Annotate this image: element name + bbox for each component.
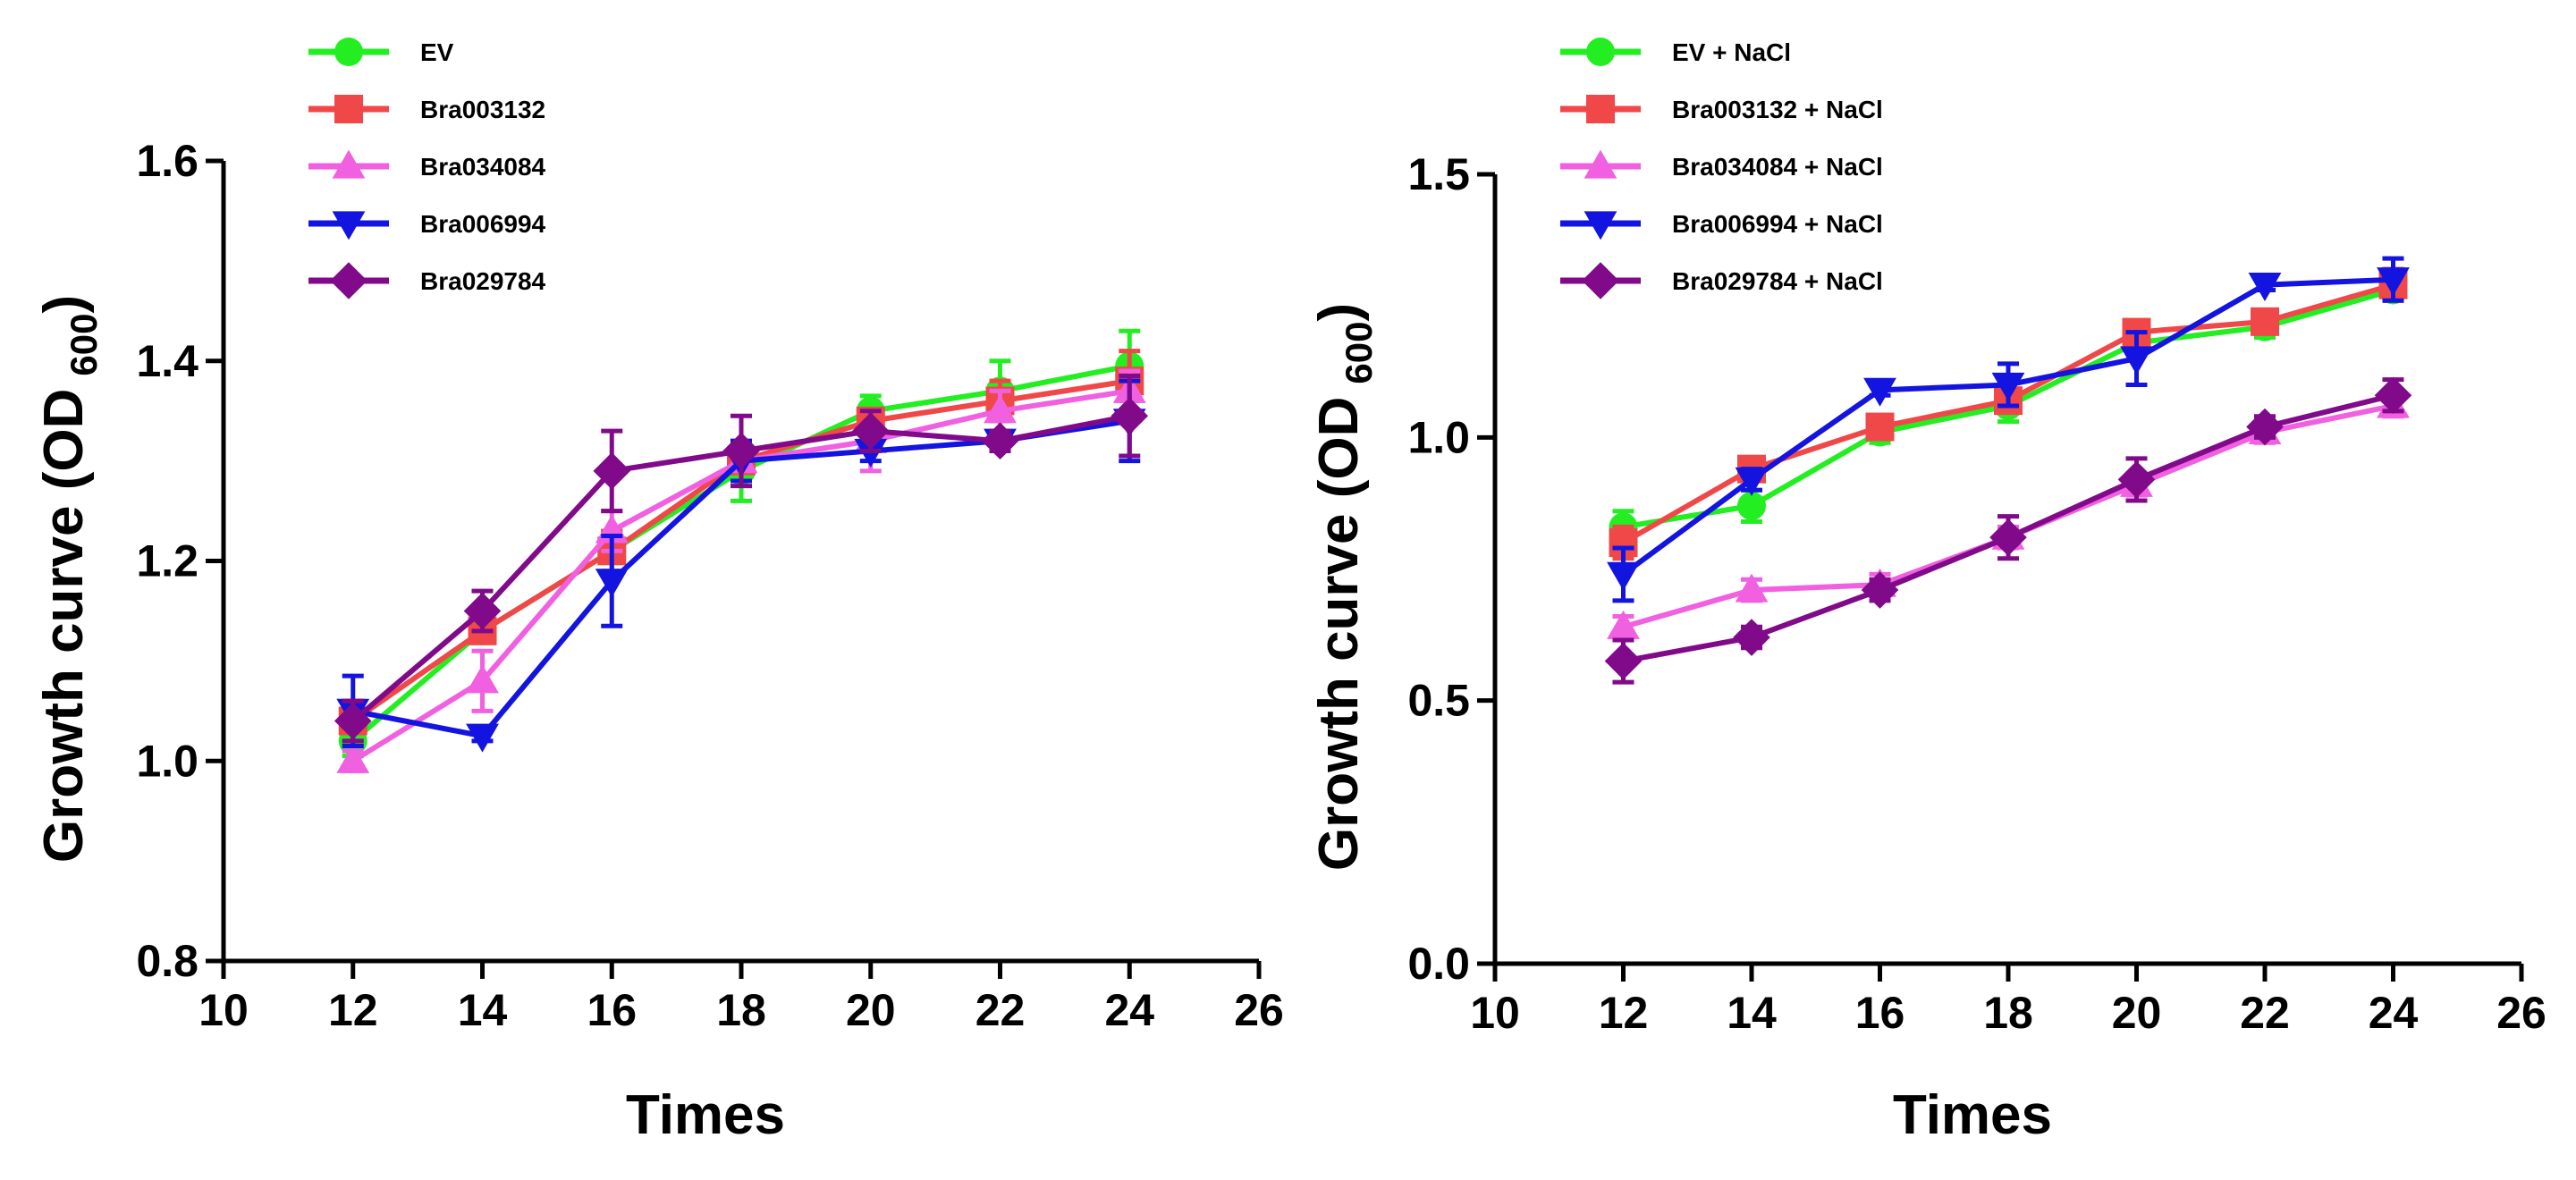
x-tick-label: 22 — [2240, 988, 2290, 1038]
x-tick-label: 24 — [2369, 988, 2419, 1038]
data-point — [466, 723, 499, 753]
y-axis-title-subscript: 600 — [63, 314, 105, 376]
legend-swatch-marker — [1584, 211, 1617, 240]
x-tick-label: 26 — [1234, 985, 1284, 1035]
data-point — [1733, 619, 1770, 656]
legend-swatch-marker — [334, 95, 363, 123]
data-point — [2377, 267, 2410, 297]
y-tick-label: 1.5 — [1407, 149, 1470, 199]
x-axis-title: Times — [626, 1084, 785, 1146]
x-tick-label: 22 — [976, 985, 1026, 1035]
y-tick-label: 0.8 — [136, 936, 198, 986]
data-point — [1991, 372, 2025, 401]
data-point — [1863, 377, 1896, 407]
x-tick-label: 12 — [328, 985, 378, 1035]
x-tick-label: 24 — [1104, 985, 1154, 1035]
legend-label: EV + NaCl — [1672, 38, 1791, 66]
data-point — [1737, 491, 1766, 520]
data-point — [981, 422, 1019, 460]
data-point — [1607, 561, 1640, 591]
y-tick-label: 1.0 — [136, 736, 198, 786]
data-point — [595, 569, 629, 598]
legend-label: Bra006994 — [420, 210, 546, 238]
x-tick-label: 16 — [587, 985, 637, 1035]
x-tick-label: 10 — [198, 985, 249, 1035]
data-point — [334, 702, 372, 740]
legend-swatch-marker — [332, 211, 366, 240]
legend-label: Bra003132 + NaCl — [1672, 96, 1883, 123]
series-bra029784 — [334, 374, 1149, 744]
legend-label: Bra029784 — [420, 267, 546, 295]
y-tick-label: 1.0 — [1407, 412, 1470, 462]
y-tick-label: 1.4 — [136, 336, 198, 386]
legend-label: Bra029784 + NaCl — [1672, 267, 1883, 295]
y-axis-title-close-paren: ) — [1308, 303, 1370, 322]
series-bra006994-nacl — [1607, 256, 2410, 603]
y-axis-title: Growth curve (OD 600) — [33, 295, 105, 863]
chart-panel-1: 0.8 1.0 1.2 1.4 1.6 10 12 14 16 18 20 22 24 26 Times Gr… — [33, 38, 1284, 1146]
series-bra029784-nacl — [1604, 376, 2412, 685]
x-tick-label: 14 — [458, 985, 508, 1035]
data-point — [984, 394, 1017, 424]
legend-label: Bra034084 + NaCl — [1672, 153, 1883, 181]
y-axis-title-main: Growth curve (OD — [1308, 397, 1370, 872]
legend-swatch-marker — [332, 149, 366, 179]
legend-swatch-marker — [334, 38, 363, 66]
y-axis-title-close-paren: ) — [33, 295, 95, 314]
x-tick-label: 18 — [716, 985, 766, 1035]
y-axis-title: Growth curve (OD 600) — [1308, 303, 1380, 871]
data-point — [722, 432, 760, 470]
data-point — [2117, 460, 2156, 499]
legend-label: Bra003132 — [420, 96, 545, 123]
data-point — [851, 412, 890, 450]
data-point — [1604, 642, 1643, 680]
x-tick-label: 16 — [1855, 988, 1905, 1038]
data-point — [1989, 518, 2027, 556]
data-point — [2374, 376, 2412, 415]
y-axis-title-subscript: 600 — [1338, 322, 1380, 384]
data-point — [1861, 571, 1899, 609]
data-point — [1735, 573, 1769, 603]
legend-swatch-marker — [1582, 262, 1619, 299]
x-tick-label: 26 — [2496, 988, 2546, 1038]
data-point — [463, 592, 502, 630]
legend-swatch-marker — [1584, 149, 1617, 179]
data-point — [466, 664, 499, 694]
data-point — [2251, 307, 2279, 336]
data-point — [336, 744, 370, 773]
x-tick-label: 12 — [1599, 988, 1649, 1038]
x-tick-label: 10 — [1470, 988, 1520, 1038]
y-tick-label: 0.5 — [1407, 676, 1470, 726]
y-tick-label: 0.0 — [1407, 939, 1470, 989]
legend-swatch-marker — [1586, 38, 1615, 66]
legend-label: EV — [420, 38, 454, 66]
data-point — [1735, 467, 1769, 496]
legend-swatch-marker — [1586, 95, 1615, 123]
x-tick-label: 14 — [1727, 988, 1777, 1038]
data-point — [593, 452, 631, 490]
legend-swatch-marker — [330, 262, 367, 299]
data-point — [1865, 412, 1895, 442]
data-point — [2248, 273, 2282, 302]
data-point — [1607, 610, 1640, 639]
data-point — [2246, 408, 2284, 446]
y-tick-label: 1.2 — [136, 536, 198, 586]
data-point — [2120, 346, 2153, 375]
x-tick-label: 20 — [2112, 988, 2162, 1038]
x-tick-label: 20 — [846, 985, 896, 1035]
y-tick-label: 1.6 — [136, 136, 198, 186]
x-tick-label: 18 — [1983, 988, 2033, 1038]
y-axis-title-main: Growth curve (OD — [33, 389, 95, 864]
chart-panel-2: 0.0 0.5 1.0 1.5 10 12 14 16 18 20 22 24 26 Times Growt… — [1308, 38, 2546, 1146]
x-axis-title: Times — [1893, 1084, 2052, 1146]
legend-label: Bra034084 — [420, 153, 546, 181]
data-point — [1111, 397, 1149, 435]
legend-label: Bra006994 + NaCl — [1672, 210, 1883, 238]
